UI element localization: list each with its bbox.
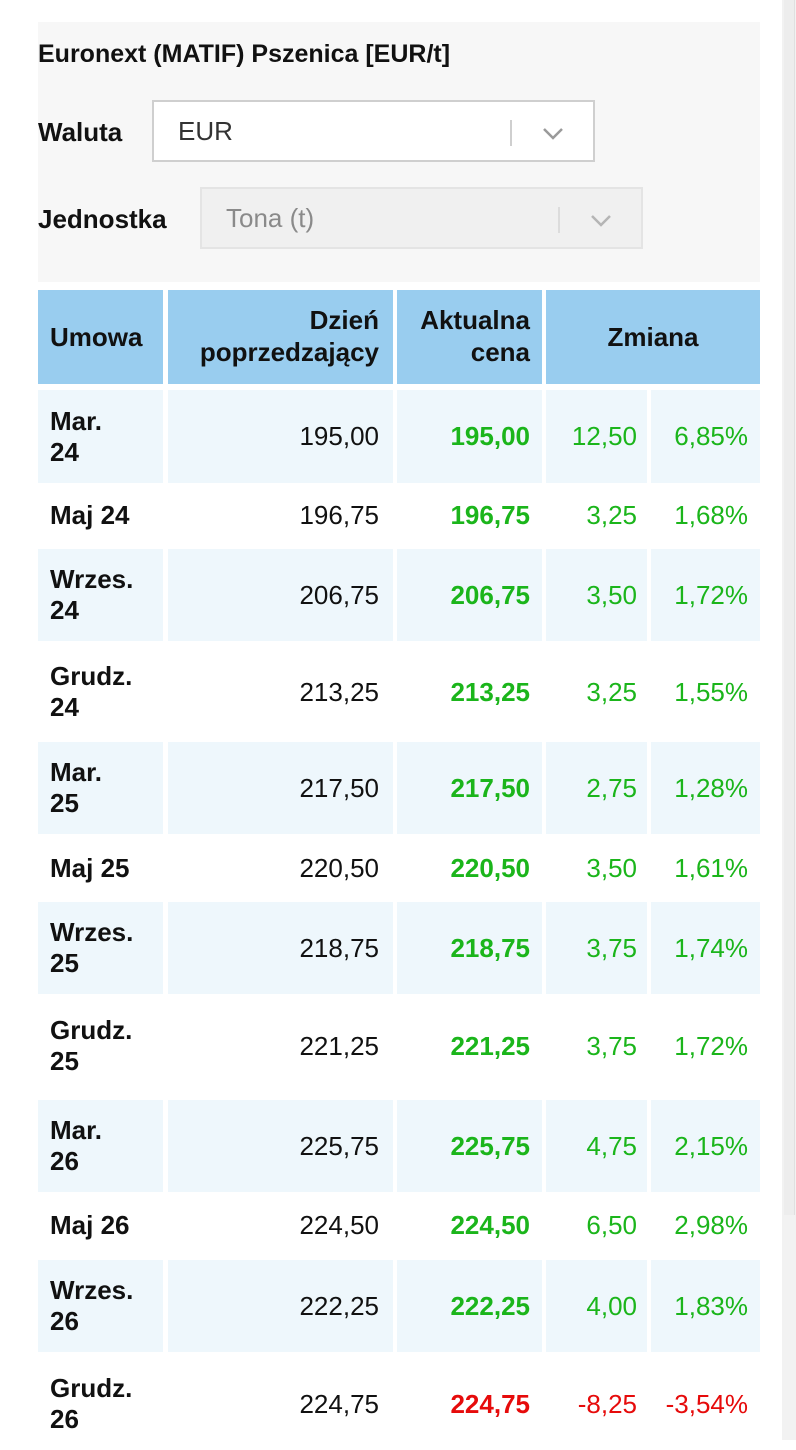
change-percent-cell: 1,72%: [651, 549, 760, 641]
previous-price-cell: 220,50: [299, 853, 379, 883]
contract-year: 24: [50, 692, 79, 722]
change-value-cell: 3,50: [586, 853, 637, 883]
previous-price-cell: 195,00: [168, 390, 393, 483]
previous-price-cell: 213,25: [299, 677, 379, 707]
contract-name: Wrzes.: [50, 564, 134, 594]
previous-price-cell: 217,50: [168, 742, 393, 834]
previous-price-cell: 218,75: [168, 902, 393, 994]
contract-cell: Grudz. 24: [38, 646, 163, 738]
contract-year: 26: [50, 1306, 79, 1336]
current-price-cell: 220,50: [450, 853, 530, 883]
scrollbar-thumb[interactable]: [784, 0, 795, 1215]
contract-name: Wrzes.: [50, 917, 134, 947]
currency-label: Waluta: [38, 117, 123, 147]
previous-price-cell: 224,75: [299, 1389, 379, 1419]
header-previous-day: Dzień poprzedzający: [168, 290, 393, 384]
contract-cell: Mar. 25: [38, 742, 163, 834]
contract-name: Wrzes.: [50, 1275, 134, 1305]
current-price-cell: 213,25: [450, 677, 530, 707]
contract-name: Mar.: [50, 405, 103, 436]
current-price-cell: 217,50: [397, 742, 542, 834]
contract-year: 25: [50, 948, 79, 978]
contract-year: 24: [50, 595, 79, 625]
change-value-cell: 6,50: [586, 1210, 637, 1240]
contract-year: 26: [50, 1404, 79, 1434]
change-value-cell: 4,75: [546, 1100, 647, 1192]
change-value-cell: 3,75: [586, 1031, 637, 1061]
previous-price-cell: 206,75: [168, 549, 393, 641]
contract-cell: Mar. 26: [38, 1100, 163, 1192]
change-percent-cell: 6,85%: [651, 390, 760, 483]
change-percent-cell: 1,61%: [674, 853, 748, 883]
change-percent-cell: 1,83%: [651, 1260, 760, 1352]
change-value-cell: 3,50: [546, 549, 647, 641]
change-value-cell: 12,50: [546, 390, 647, 483]
current-price-cell: 225,75: [397, 1100, 542, 1192]
widget-title: Euronext (MATIF) Pszenica [EUR/t]: [38, 40, 451, 68]
contract-cell: Mar. 24: [38, 390, 163, 483]
change-percent-cell: 2,98%: [674, 1210, 748, 1240]
header-change: Zmiana: [546, 290, 760, 384]
current-price-cell: 206,75: [397, 549, 542, 641]
select-separator: [558, 207, 560, 233]
contract-name: Maj 26: [50, 1210, 130, 1240]
change-value-cell: 2,75: [546, 742, 647, 834]
contract-cell: Maj 24: [38, 486, 163, 544]
change-percent-cell: 2,15%: [651, 1100, 760, 1192]
change-value-cell: -8,25: [577, 1389, 637, 1419]
current-price-cell: 196,75: [450, 500, 530, 530]
change-percent-cell: 1,55%: [674, 677, 748, 707]
unit-select[interactable]: Tona (t): [200, 187, 643, 249]
contract-name: Mar.: [50, 757, 103, 787]
current-price-cell: 224,75: [450, 1389, 530, 1419]
current-price-cell: 221,25: [450, 1031, 530, 1061]
currency-select[interactable]: EUR: [152, 100, 595, 162]
contract-year: 25: [50, 788, 79, 818]
unit-label: Jednostka: [38, 204, 167, 234]
current-price-cell: 218,75: [397, 902, 542, 994]
contract-name: Maj 24: [50, 499, 130, 530]
contract-cell: Wrzes. 26: [38, 1260, 163, 1352]
currency-select-value: EUR: [178, 116, 233, 146]
previous-price-cell: 222,25: [168, 1260, 393, 1352]
contract-name: Grudz.: [50, 1015, 133, 1045]
contract-name: Grudz.: [50, 661, 133, 691]
select-separator: [510, 120, 512, 146]
previous-price-cell: 224,50: [299, 1210, 379, 1240]
change-percent-cell: 1,28%: [651, 742, 760, 834]
header-contract: Umowa: [38, 290, 163, 384]
previous-price-cell: 221,25: [299, 1031, 379, 1061]
change-value-cell: 3,75: [546, 902, 647, 994]
change-percent-cell: 1,74%: [651, 902, 760, 994]
contract-cell: Maj 26: [38, 1196, 163, 1255]
unit-select-value: Tona (t): [226, 203, 315, 233]
contract-cell: Wrzes. 24: [38, 549, 163, 641]
change-value-cell: 3,25: [586, 677, 637, 707]
contract-year: 25: [50, 1046, 79, 1076]
current-price-cell: 222,25: [397, 1260, 542, 1352]
contract-year: 26: [50, 1146, 79, 1176]
chevron-down-icon[interactable]: [538, 118, 568, 148]
previous-price-cell: 196,75: [299, 500, 379, 530]
current-price-cell: 195,00: [397, 390, 542, 483]
chevron-down-icon[interactable]: [586, 205, 616, 235]
change-value-cell: 4,00: [546, 1260, 647, 1352]
contract-year: 24: [50, 436, 79, 467]
contract-name: Maj 25: [50, 853, 130, 883]
contract-name: Grudz.: [50, 1373, 133, 1403]
contract-cell: Wrzes. 25: [38, 902, 163, 994]
previous-price-cell: 225,75: [168, 1100, 393, 1192]
contract-cell: Grudz. 25: [38, 1000, 163, 1092]
contract-cell: Grudz. 26: [38, 1358, 163, 1450]
contract-cell: Maj 25: [38, 840, 163, 897]
contract-name: Mar.: [50, 1115, 103, 1145]
current-price-cell: 224,50: [450, 1210, 530, 1240]
change-value-cell: 3,25: [586, 500, 637, 530]
header-current-price: Aktualna cena: [397, 290, 542, 384]
change-percent-cell: 1,68%: [674, 500, 748, 530]
change-percent-cell: -3,54%: [665, 1389, 748, 1419]
change-percent-cell: 1,72%: [674, 1031, 748, 1061]
